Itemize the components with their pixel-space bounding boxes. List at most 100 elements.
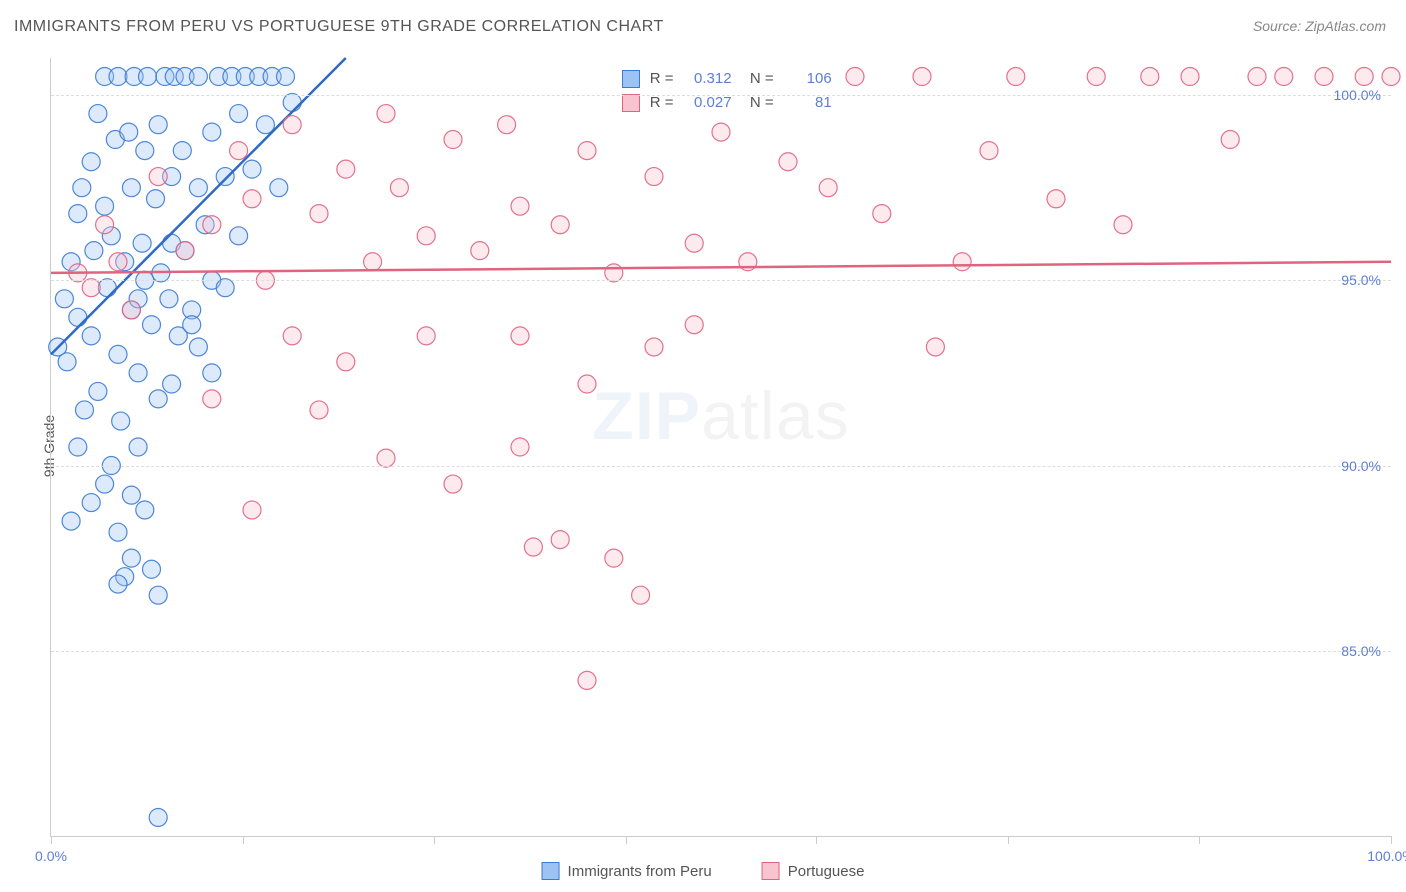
scatter-point-peru xyxy=(82,494,100,512)
scatter-point-peru xyxy=(136,142,154,160)
scatter-point-portuguese xyxy=(498,116,516,134)
scatter-point-peru xyxy=(89,105,107,123)
scatter-point-portuguese xyxy=(846,68,864,86)
legend-swatch-portuguese xyxy=(622,94,640,112)
scatter-point-portuguese xyxy=(1248,68,1266,86)
scatter-point-portuguese xyxy=(283,327,301,345)
scatter-point-peru xyxy=(62,512,80,530)
scatter-point-portuguese xyxy=(337,353,355,371)
scatter-point-portuguese xyxy=(511,438,529,456)
scatter-point-peru xyxy=(58,353,76,371)
scatter-point-portuguese xyxy=(1047,190,1065,208)
scatter-point-peru xyxy=(129,438,147,456)
scatter-point-portuguese xyxy=(578,671,596,689)
stats-R-label: R = xyxy=(650,67,674,91)
stats-R-value-peru: 0.312 xyxy=(684,67,732,91)
scatter-point-portuguese xyxy=(524,538,542,556)
scatter-point-portuguese xyxy=(1275,68,1293,86)
scatter-point-portuguese xyxy=(1382,68,1400,86)
scatter-point-portuguese xyxy=(926,338,944,356)
x-tick xyxy=(434,836,435,844)
scatter-point-peru xyxy=(109,523,127,541)
x-tick xyxy=(1008,836,1009,844)
x-tick xyxy=(816,836,817,844)
scatter-point-portuguese xyxy=(953,253,971,271)
y-tick-label: 95.0% xyxy=(1341,272,1381,288)
scatter-point-peru xyxy=(96,197,114,215)
scatter-point-portuguese xyxy=(645,168,663,186)
y-tick-label: 90.0% xyxy=(1341,458,1381,474)
scatter-point-peru xyxy=(230,105,248,123)
scatter-point-peru xyxy=(149,586,167,604)
scatter-point-peru xyxy=(189,68,207,86)
grid-line xyxy=(51,95,1391,96)
scatter-point-portuguese xyxy=(444,475,462,493)
scatter-plot-svg xyxy=(51,58,1391,836)
x-tick xyxy=(243,836,244,844)
scatter-point-portuguese xyxy=(310,205,328,223)
scatter-point-peru xyxy=(109,345,127,363)
scatter-point-peru xyxy=(112,412,130,430)
scatter-point-peru xyxy=(147,190,165,208)
legend-label-portuguese: Portuguese xyxy=(788,863,865,880)
scatter-point-peru xyxy=(82,327,100,345)
scatter-point-peru xyxy=(189,338,207,356)
scatter-point-peru xyxy=(76,401,94,419)
scatter-point-portuguese xyxy=(1181,68,1199,86)
scatter-point-portuguese xyxy=(779,153,797,171)
legend-label-peru: Immigrants from Peru xyxy=(568,863,712,880)
scatter-point-portuguese xyxy=(1141,68,1159,86)
scatter-point-portuguese xyxy=(377,449,395,467)
legend-swatch-portuguese xyxy=(762,862,780,880)
stats-N-value-peru: 106 xyxy=(784,67,832,91)
scatter-point-peru xyxy=(183,316,201,334)
scatter-point-peru xyxy=(243,160,261,178)
scatter-point-peru xyxy=(89,382,107,400)
scatter-point-peru xyxy=(73,179,91,197)
scatter-point-portuguese xyxy=(873,205,891,223)
scatter-point-portuguese xyxy=(1315,68,1333,86)
scatter-point-portuguese xyxy=(444,131,462,149)
scatter-point-peru xyxy=(160,290,178,308)
scatter-point-portuguese xyxy=(819,179,837,197)
scatter-point-peru xyxy=(189,179,207,197)
stats-row-peru: R =0.312 N =106 xyxy=(622,67,832,91)
scatter-point-portuguese xyxy=(417,327,435,345)
scatter-point-portuguese xyxy=(685,316,703,334)
scatter-point-peru xyxy=(143,316,161,334)
scatter-point-peru xyxy=(69,438,87,456)
scatter-point-portuguese xyxy=(1221,131,1239,149)
scatter-point-portuguese xyxy=(511,197,529,215)
scatter-point-peru xyxy=(163,375,181,393)
scatter-point-peru xyxy=(149,116,167,134)
scatter-point-portuguese xyxy=(1114,216,1132,234)
scatter-point-peru xyxy=(203,123,221,141)
scatter-point-peru xyxy=(149,390,167,408)
scatter-point-peru xyxy=(69,205,87,223)
scatter-point-peru xyxy=(216,168,234,186)
scatter-point-portuguese xyxy=(109,253,127,271)
source-attribution: Source: ZipAtlas.com xyxy=(1253,18,1386,34)
scatter-point-portuguese xyxy=(337,160,355,178)
scatter-point-portuguese xyxy=(203,216,221,234)
scatter-point-peru xyxy=(203,364,221,382)
scatter-point-portuguese xyxy=(605,264,623,282)
scatter-point-portuguese xyxy=(685,234,703,252)
scatter-point-portuguese xyxy=(1007,68,1025,86)
chart-title: IMMIGRANTS FROM PERU VS PORTUGUESE 9TH G… xyxy=(14,18,664,36)
x-tick xyxy=(626,836,627,844)
scatter-point-peru xyxy=(122,486,140,504)
scatter-point-portuguese xyxy=(1355,68,1373,86)
scatter-point-portuguese xyxy=(364,253,382,271)
scatter-point-peru xyxy=(96,475,114,493)
scatter-point-portuguese xyxy=(243,190,261,208)
scatter-point-peru xyxy=(122,549,140,567)
scatter-point-portuguese xyxy=(377,105,395,123)
scatter-point-peru xyxy=(55,290,73,308)
chart-plot-area: ZIPatlas R =0.312 N =106R =0.027 N =81 8… xyxy=(50,58,1391,837)
y-tick-label: 100.0% xyxy=(1334,87,1381,103)
legend-swatch-peru xyxy=(542,862,560,880)
scatter-point-portuguese xyxy=(511,327,529,345)
grid-line xyxy=(51,651,1391,652)
scatter-point-portuguese xyxy=(203,390,221,408)
